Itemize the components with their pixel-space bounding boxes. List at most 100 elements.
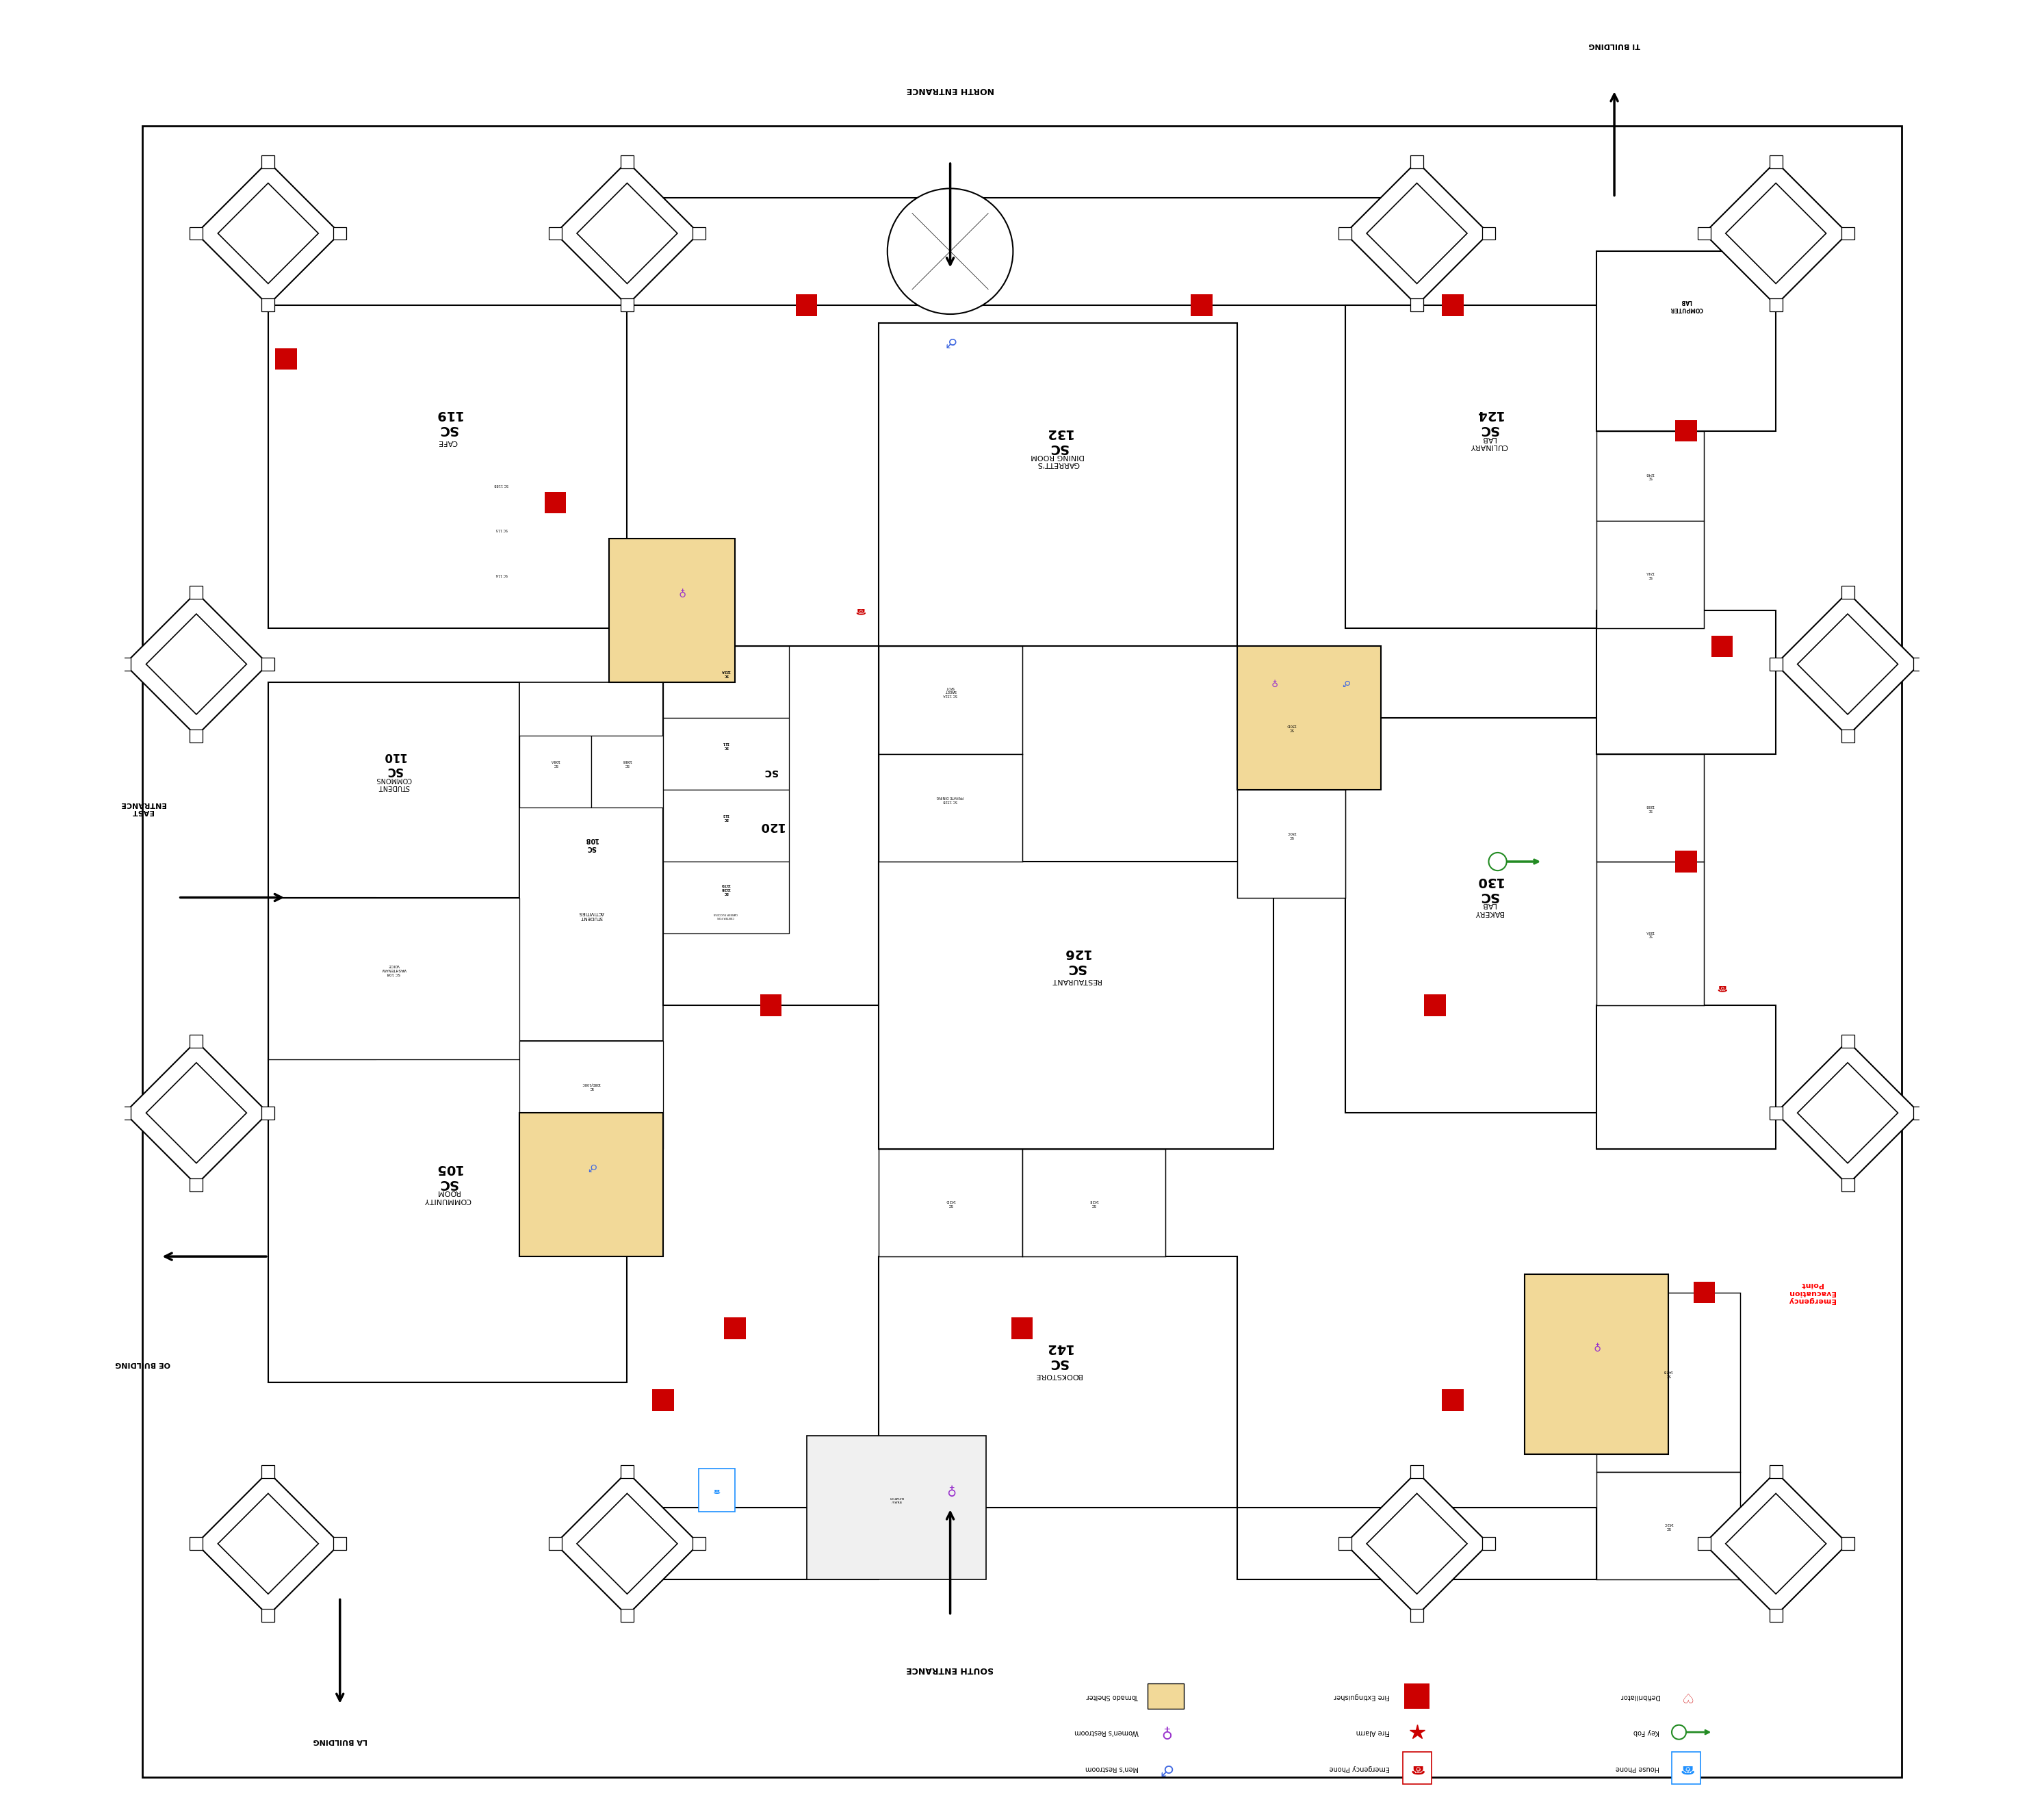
- Text: SC
122A: SC 122A: [722, 670, 730, 677]
- Bar: [268, 1059, 628, 1382]
- Text: ♀: ♀: [677, 587, 685, 598]
- Text: ♂: ♂: [1341, 679, 1349, 686]
- Bar: [1699, 1537, 1711, 1551]
- Bar: [621, 1608, 634, 1623]
- Polygon shape: [1725, 1493, 1825, 1594]
- Bar: [1770, 1608, 1782, 1623]
- Text: SC
130D: SC 130D: [1286, 723, 1296, 731]
- Bar: [693, 226, 705, 241]
- Bar: [1525, 1274, 1668, 1454]
- Bar: [262, 1465, 274, 1479]
- Bar: [268, 898, 376, 1059]
- Bar: [262, 657, 274, 671]
- Bar: [621, 298, 634, 312]
- Polygon shape: [125, 1041, 268, 1185]
- Text: SC
132: SC 132: [1044, 425, 1071, 454]
- Bar: [621, 154, 634, 169]
- Text: Emergency Phone: Emergency Phone: [1329, 1764, 1390, 1772]
- Bar: [190, 585, 202, 600]
- Text: House Phone: House Phone: [1615, 1764, 1660, 1772]
- Text: SC
124B: SC 124B: [1645, 472, 1654, 479]
- Bar: [1410, 154, 1423, 169]
- Text: SC
108B: SC 108B: [621, 759, 632, 766]
- Text: ♡: ♡: [1680, 1689, 1692, 1703]
- Text: SC: SC: [764, 766, 777, 777]
- Bar: [1842, 729, 1854, 743]
- Bar: [1596, 610, 1776, 754]
- Text: RESTAURANT: RESTAURANT: [1051, 976, 1102, 984]
- Bar: [1596, 251, 1776, 431]
- Text: ☎: ☎: [1410, 1763, 1425, 1773]
- Bar: [1147, 1684, 1183, 1709]
- Text: Women's Restroom: Women's Restroom: [1075, 1729, 1139, 1736]
- Bar: [1842, 226, 1854, 241]
- Bar: [1770, 1465, 1782, 1479]
- Text: SC
142B: SC 142B: [1664, 1370, 1672, 1377]
- Bar: [1237, 790, 1345, 898]
- Bar: [662, 646, 879, 1005]
- Text: SC
142: SC 142: [1044, 1341, 1071, 1370]
- Text: SC
111: SC 111: [722, 741, 730, 749]
- Circle shape: [887, 188, 1014, 314]
- Bar: [1441, 1389, 1464, 1411]
- Bar: [550, 226, 562, 241]
- Bar: [1711, 635, 1733, 657]
- Text: SC
110: SC 110: [382, 750, 405, 777]
- Bar: [662, 718, 789, 790]
- Text: SC 132B
PRIVATE DINING: SC 132B PRIVATE DINING: [936, 795, 963, 802]
- Bar: [1482, 226, 1494, 241]
- Polygon shape: [125, 592, 268, 736]
- Bar: [1012, 1318, 1032, 1339]
- Bar: [519, 1113, 662, 1256]
- Bar: [879, 1256, 1237, 1508]
- Text: SC
108D/108C: SC 108D/108C: [583, 1082, 601, 1090]
- Text: SC
142E: SC 142E: [1089, 1199, 1098, 1206]
- Bar: [795, 294, 818, 316]
- Bar: [693, 1537, 705, 1551]
- Polygon shape: [1367, 1493, 1468, 1594]
- Text: ♂: ♂: [944, 334, 957, 348]
- Polygon shape: [145, 1063, 247, 1163]
- Bar: [333, 1537, 345, 1551]
- Text: ♀: ♀: [946, 1483, 955, 1497]
- Text: SC
142C: SC 142C: [1664, 1522, 1674, 1529]
- Bar: [1913, 657, 1925, 671]
- Bar: [119, 657, 131, 671]
- Bar: [1410, 1465, 1423, 1479]
- Text: Emergency
Evacuation
Point: Emergency Evacuation Point: [1788, 1282, 1836, 1303]
- Bar: [268, 305, 628, 628]
- Bar: [268, 898, 519, 1059]
- Bar: [1237, 682, 1345, 790]
- Bar: [1410, 298, 1423, 312]
- Polygon shape: [1725, 183, 1825, 284]
- Bar: [628, 1508, 879, 1580]
- Text: STUDENT
COMMONS: STUDENT COMMONS: [376, 775, 411, 792]
- Bar: [190, 1178, 202, 1192]
- Bar: [1237, 1508, 1596, 1580]
- Bar: [807, 1436, 985, 1580]
- Bar: [1237, 646, 1382, 790]
- Text: SC
105: SC 105: [433, 1161, 462, 1190]
- Text: GARRETT'S
DINING ROOM: GARRETT'S DINING ROOM: [1030, 452, 1085, 468]
- Polygon shape: [576, 183, 677, 284]
- Text: SC
126: SC 126: [1063, 946, 1089, 975]
- Bar: [879, 323, 1237, 646]
- Polygon shape: [1705, 1472, 1848, 1616]
- Bar: [724, 1318, 746, 1339]
- Text: Tornado Shelter: Tornado Shelter: [1087, 1693, 1139, 1700]
- Bar: [1770, 657, 1782, 671]
- Polygon shape: [576, 1493, 677, 1594]
- Text: ☎: ☎: [854, 607, 867, 614]
- Text: SC
130B: SC 130B: [1645, 804, 1654, 811]
- Text: SC
130: SC 130: [1476, 874, 1502, 903]
- Text: ♂: ♂: [1159, 1761, 1173, 1775]
- Bar: [1676, 420, 1697, 442]
- Bar: [544, 492, 566, 513]
- Bar: [1770, 298, 1782, 312]
- Bar: [760, 994, 781, 1016]
- Bar: [1345, 718, 1633, 1113]
- Text: Defibrillator: Defibrillator: [1619, 1693, 1660, 1700]
- Bar: [1842, 1178, 1854, 1192]
- Bar: [879, 754, 1022, 862]
- Text: STUDENT
ACTIVITIES: STUDENT ACTIVITIES: [578, 912, 605, 919]
